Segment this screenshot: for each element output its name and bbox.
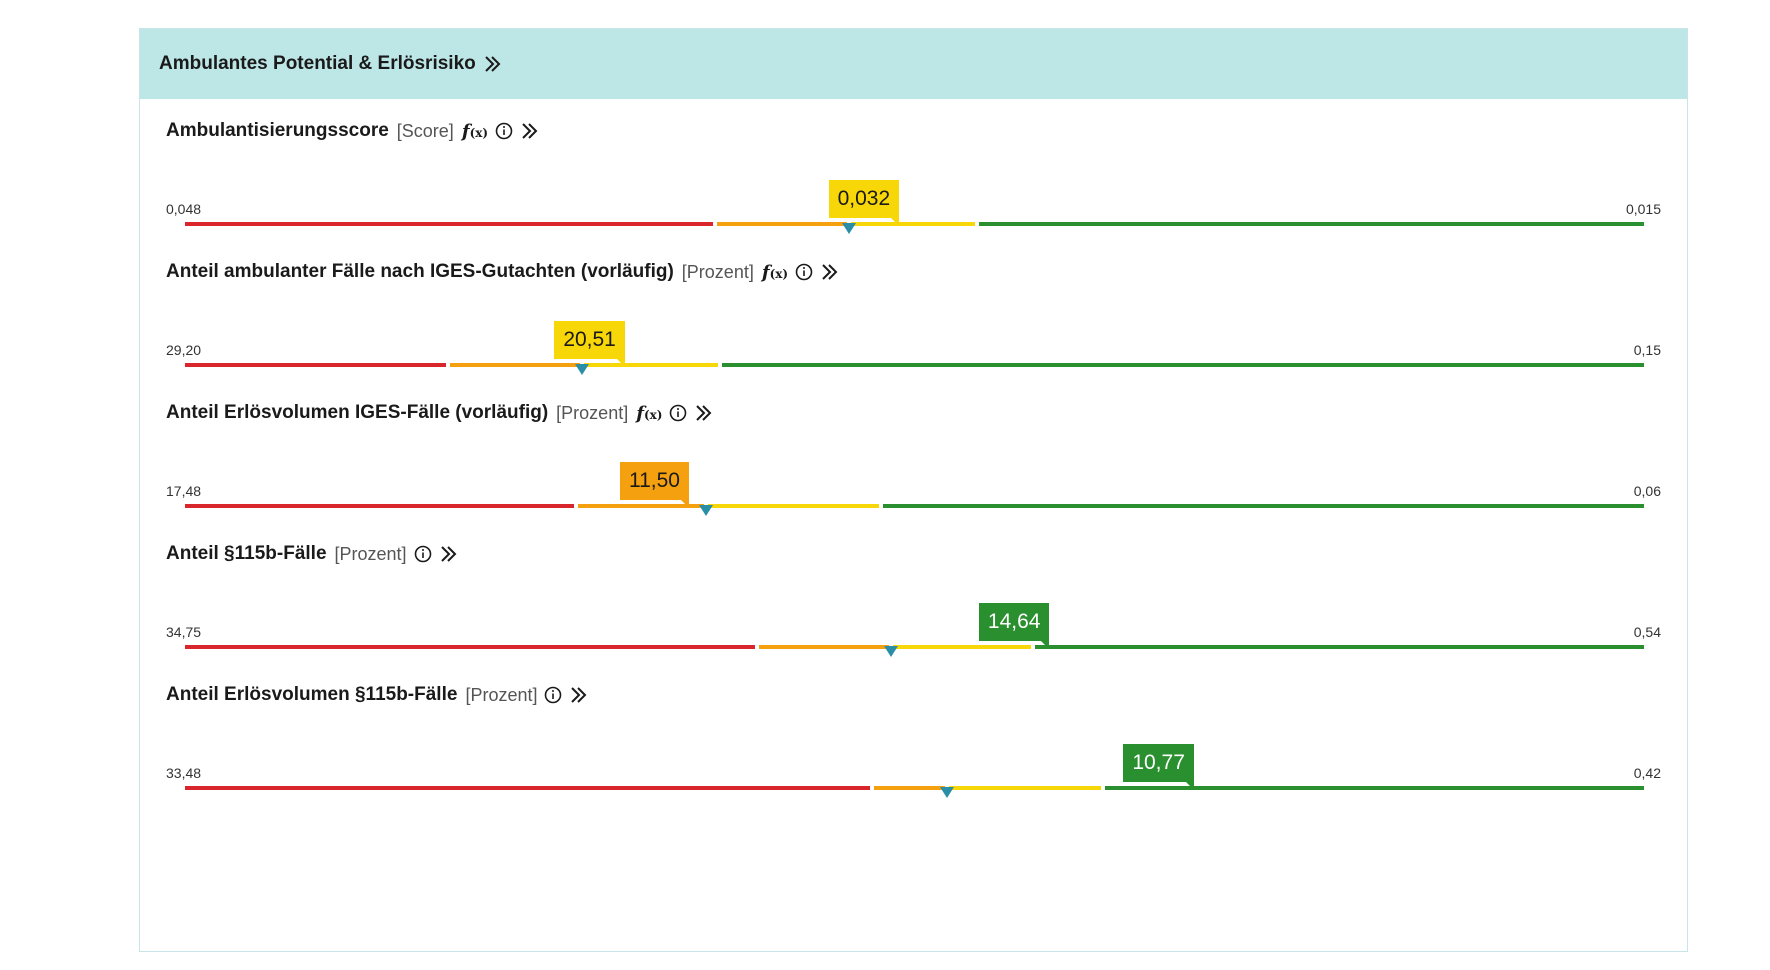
metric-label: Anteil ambulanter Fälle nach IGES-Gutach… — [166, 261, 674, 282]
double-chevron-right-icon[interactable] — [438, 544, 460, 564]
scale-max-label: 0,54 — [1633, 624, 1661, 640]
metric-unit: [Prozent] — [334, 543, 407, 564]
double-chevron-right-icon[interactable] — [568, 685, 590, 705]
value-badge: 20,51 — [554, 321, 625, 367]
info-icon[interactable] — [414, 545, 432, 563]
info-icon[interactable] — [795, 263, 813, 281]
orange-segment — [449, 363, 580, 367]
metric-unit: [Prozent] — [465, 684, 538, 705]
yellow-segment — [893, 645, 1031, 649]
scale-max-label: 0,06 — [1633, 483, 1661, 499]
orange-segment — [716, 222, 847, 226]
metric-label: Anteil §115b-Fälle — [166, 543, 327, 564]
scale-max-label: 0,015 — [1625, 201, 1661, 217]
info-icon[interactable] — [669, 404, 687, 422]
panel-header[interactable]: Ambulantes Potential & Erlösrisiko — [140, 29, 1687, 99]
metric-header: Ambulantisierungsscore [Score] f(x) — [166, 117, 541, 145]
metric-row: Anteil §115b-Fälle [Prozent] 34,75 0,54 14,6… — [140, 540, 1687, 700]
formula-icon[interactable]: f(x) — [636, 403, 662, 424]
double-chevron-right-icon[interactable] — [819, 262, 841, 282]
scale-min-label: 34,75 — [166, 624, 202, 640]
scale-min-label: 29,20 — [166, 342, 202, 358]
orange-segment — [758, 645, 890, 649]
metric-row: Anteil Erlösvolumen IGES-Fälle (vorläufi… — [140, 399, 1687, 559]
yellow-segment — [583, 363, 719, 367]
green-segment — [979, 222, 1644, 226]
metric-row: Ambulantisierungsscore [Score] f(x) 0,048 0,… — [140, 117, 1687, 277]
metric-header: Anteil ambulanter Fälle nach IGES-Gutach… — [166, 258, 841, 286]
metric-label: Anteil Erlösvolumen §115b-Fälle — [166, 684, 458, 705]
metric-header: Anteil §115b-Fälle [Prozent] — [166, 540, 460, 568]
value-badge: 0,032 — [828, 180, 900, 226]
formula-letter: f — [461, 120, 470, 142]
scale-min-label: 17,48 — [166, 483, 202, 499]
value-marker[interactable] — [698, 505, 713, 516]
scale-min-label: 0,048 — [166, 201, 202, 217]
yellow-segment — [850, 222, 976, 226]
metric-header: Anteil Erlösvolumen IGES-Fälle (vorläufi… — [166, 399, 715, 427]
formula-letter: f — [636, 402, 644, 424]
value-badge: 14,64 — [978, 603, 1050, 649]
yellow-segment — [948, 786, 1101, 790]
value-marker[interactable] — [939, 787, 954, 798]
panel-title: Ambulantes Potential & Erlösrisiko — [159, 53, 476, 74]
metric-unit: [Prozent] — [556, 402, 629, 423]
red-segment — [185, 504, 574, 508]
metric-label: Anteil Erlösvolumen IGES-Fälle (vorläufi… — [166, 402, 549, 423]
green-segment — [1034, 645, 1644, 649]
metric-unit: [Prozent] — [681, 261, 754, 282]
metric-label: Ambulantisierungsscore — [166, 120, 389, 141]
formula-icon[interactable]: f(x) — [462, 121, 488, 142]
metric-row: Anteil Erlösvolumen §115b-Fälle [Prozent]… — [140, 681, 1687, 841]
green-segment — [1104, 786, 1644, 790]
value-badge: 10,77 — [1123, 744, 1194, 790]
double-chevron-right-icon[interactable] — [693, 403, 715, 423]
value-marker[interactable] — [841, 223, 856, 234]
scale-max-label: 0,42 — [1633, 765, 1661, 781]
yellow-segment — [707, 504, 879, 508]
red-segment — [185, 222, 713, 226]
red-segment — [185, 645, 755, 649]
red-segment — [185, 786, 871, 790]
orange-segment — [578, 504, 704, 508]
double-chevron-right-icon[interactable] — [482, 54, 504, 74]
ambulantes-potential-panel: Ambulantes Potential & Erlösrisiko Ambul… — [139, 28, 1688, 952]
metric-row: Anteil ambulanter Fälle nach IGES-Gutach… — [140, 258, 1687, 418]
formula-argument: (x) — [643, 407, 663, 422]
metric-header: Anteil Erlösvolumen §115b-Fälle [Prozent] — [166, 681, 590, 709]
formula-letter: f — [761, 261, 770, 283]
value-marker[interactable] — [884, 646, 899, 657]
info-icon[interactable] — [495, 122, 513, 140]
double-chevron-right-icon[interactable] — [519, 121, 541, 141]
formula-icon[interactable]: f(x) — [762, 262, 788, 283]
formula-argument: (x) — [469, 125, 489, 140]
scale-max-label: 0,15 — [1633, 342, 1661, 358]
metric-unit: [Score] — [396, 120, 454, 141]
green-segment — [882, 504, 1644, 508]
red-segment — [185, 363, 446, 367]
orange-segment — [874, 786, 945, 790]
value-badge: 11,50 — [619, 462, 689, 508]
green-segment — [722, 363, 1644, 367]
scale-min-label: 33,48 — [166, 765, 202, 781]
info-icon[interactable] — [544, 686, 562, 704]
formula-argument: (x) — [769, 266, 789, 281]
value-marker[interactable] — [574, 364, 589, 375]
